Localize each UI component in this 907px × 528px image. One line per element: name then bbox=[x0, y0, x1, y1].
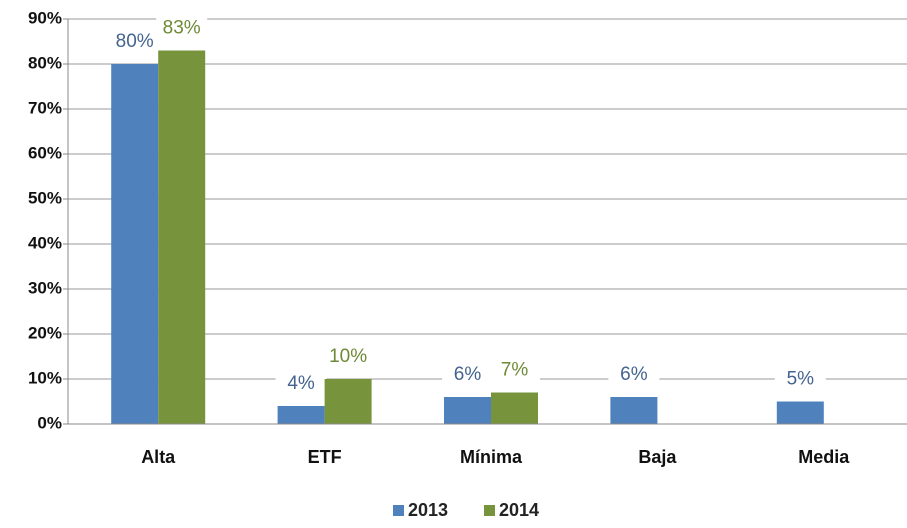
bar bbox=[111, 64, 159, 424]
bar bbox=[610, 397, 658, 424]
value-label-bg bbox=[109, 30, 161, 54]
x-tick-label: Media bbox=[798, 447, 850, 467]
x-tick-label: ETF bbox=[308, 447, 342, 467]
value-label-bg bbox=[489, 358, 540, 383]
value-label-bg bbox=[774, 367, 826, 392]
y-tick-label: 0% bbox=[37, 413, 62, 432]
value-label-bg bbox=[322, 345, 374, 369]
y-tick-label: 20% bbox=[28, 323, 62, 342]
legend-swatch bbox=[393, 505, 404, 516]
x-tick-label: Baja bbox=[638, 447, 677, 467]
value-label: 7% bbox=[501, 360, 529, 381]
x-tick-label: Mínima bbox=[460, 447, 523, 467]
y-tick-label: 60% bbox=[28, 143, 62, 162]
x-tick-label: Alta bbox=[141, 447, 176, 467]
y-tick-label: 30% bbox=[28, 278, 62, 297]
value-label-bg bbox=[608, 363, 660, 387]
bar bbox=[444, 397, 491, 424]
value-label: 10% bbox=[329, 346, 367, 367]
y-tick-label: 40% bbox=[28, 233, 62, 252]
value-label: 6% bbox=[620, 364, 648, 385]
y-tick-label: 90% bbox=[28, 8, 62, 27]
bar bbox=[491, 392, 538, 424]
bar bbox=[277, 406, 325, 424]
bar bbox=[324, 379, 372, 424]
legend-label: 2013 bbox=[408, 500, 448, 520]
legend-label: 2014 bbox=[499, 500, 539, 520]
y-tick-label: 70% bbox=[28, 98, 62, 117]
y-tick-label: 80% bbox=[28, 53, 62, 72]
value-label-bg bbox=[275, 372, 327, 396]
value-label: 83% bbox=[163, 18, 201, 39]
y-tick-label: 50% bbox=[28, 188, 62, 207]
value-label-bg bbox=[442, 363, 493, 387]
y-tick-label: 10% bbox=[28, 368, 62, 387]
value-label: 5% bbox=[787, 369, 815, 390]
legend-swatch bbox=[484, 505, 495, 516]
value-label: 6% bbox=[454, 364, 482, 385]
value-label: 4% bbox=[287, 373, 315, 394]
value-label-bg bbox=[156, 16, 208, 41]
bar bbox=[776, 401, 824, 424]
value-label: 80% bbox=[116, 31, 154, 52]
bar bbox=[158, 50, 206, 424]
